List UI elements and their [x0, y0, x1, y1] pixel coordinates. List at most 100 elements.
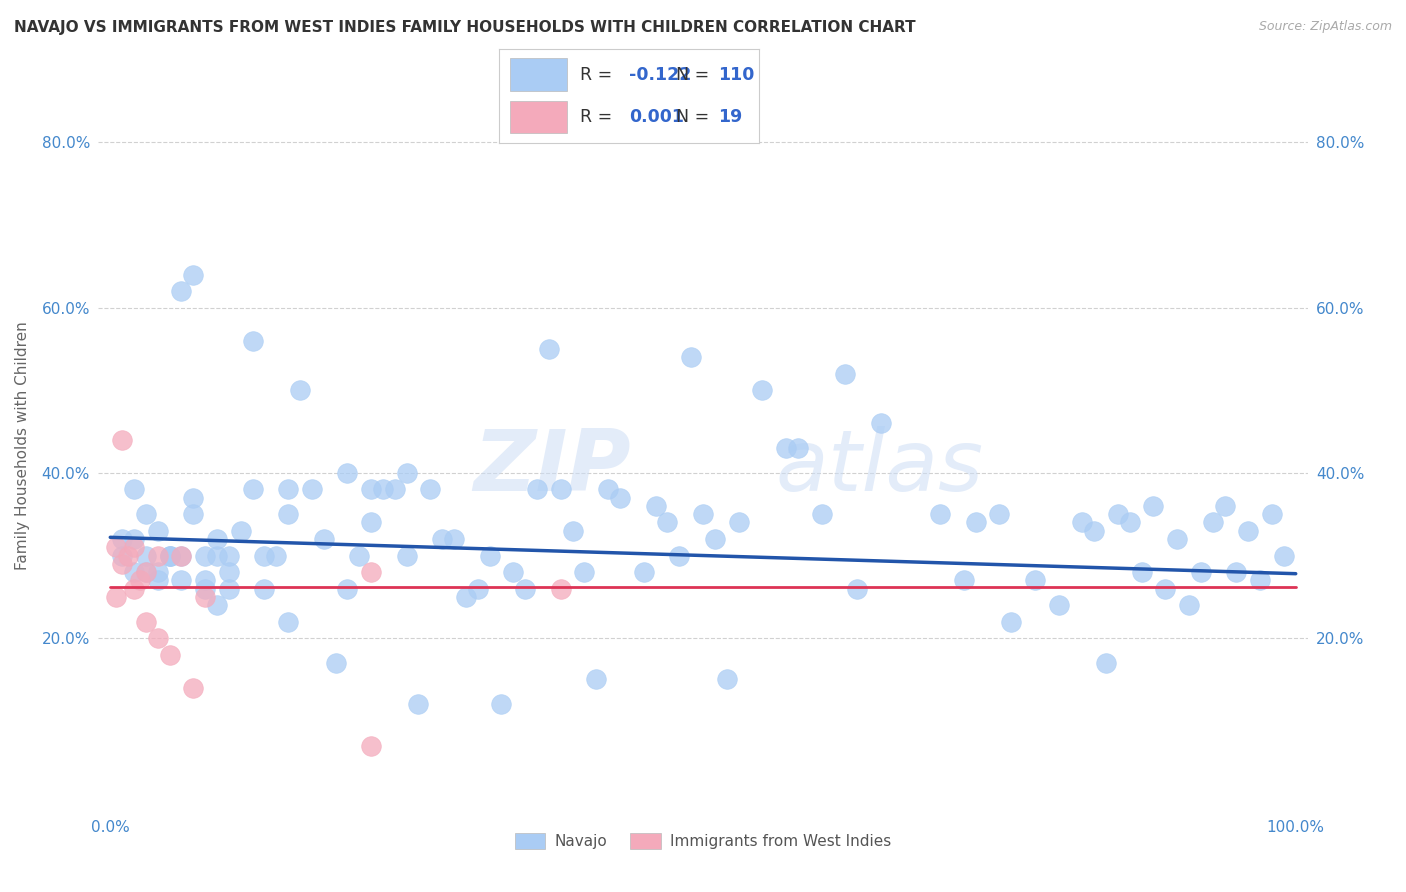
Point [668, 549, 690, 563]
Point [360, 483, 382, 497]
Point [181, 507, 204, 521]
Point [205, 598, 228, 612]
Point [170, 549, 193, 563]
Point [159, 648, 181, 662]
Point [727, 516, 749, 530]
Point [135, 565, 157, 579]
Point [205, 532, 228, 546]
Point [301, 483, 323, 497]
Point [1178, 598, 1201, 612]
Point [869, 417, 891, 431]
Text: 110: 110 [717, 66, 754, 84]
Point [467, 582, 489, 596]
Point [159, 549, 181, 563]
Point [692, 507, 714, 521]
Point [1142, 499, 1164, 513]
Point [775, 441, 797, 455]
Point [681, 350, 703, 364]
Text: R =: R = [579, 66, 612, 84]
Point [111, 433, 134, 447]
Point [1095, 656, 1118, 670]
Point [277, 615, 299, 629]
Point [644, 499, 666, 513]
Point [146, 565, 169, 579]
Point [502, 565, 524, 579]
Point [277, 483, 299, 497]
Point [288, 383, 311, 397]
Bar [509, 101, 567, 134]
Point [1000, 615, 1022, 629]
Point [1237, 524, 1260, 538]
Point [395, 466, 418, 480]
Point [253, 582, 276, 596]
Text: atlas: atlas [776, 426, 984, 509]
Point [277, 507, 299, 521]
Point [242, 334, 264, 348]
Point [491, 698, 513, 712]
Bar [509, 59, 567, 91]
Point [846, 582, 869, 596]
Point [1071, 516, 1094, 530]
Point [550, 483, 572, 497]
Legend: Navajo, Immigrants from West Indies: Navajo, Immigrants from West Indies [509, 827, 897, 855]
Point [347, 549, 370, 563]
Point [360, 565, 382, 579]
Point [146, 524, 169, 538]
Point [111, 549, 134, 563]
Point [360, 739, 382, 753]
Point [965, 516, 987, 530]
Point [1107, 507, 1129, 521]
Point [786, 441, 808, 455]
Text: NAVAJO VS IMMIGRANTS FROM WEST INDIES FAMILY HOUSEHOLDS WITH CHILDREN CORRELATIO: NAVAJO VS IMMIGRANTS FROM WEST INDIES FA… [14, 20, 915, 35]
Point [395, 549, 418, 563]
Point [1272, 549, 1295, 563]
Text: -0.122: -0.122 [630, 66, 692, 84]
Point [146, 631, 169, 645]
Point [122, 582, 145, 596]
Point [1130, 565, 1153, 579]
Point [1261, 507, 1284, 521]
Text: ZIP: ZIP [472, 426, 630, 509]
Point [312, 532, 335, 546]
Point [264, 549, 287, 563]
Point [751, 383, 773, 397]
Point [194, 549, 217, 563]
Point [360, 516, 382, 530]
Point [135, 615, 157, 629]
Point [1249, 574, 1271, 588]
Point [633, 565, 655, 579]
Point [159, 549, 181, 563]
Point [105, 590, 128, 604]
Point [478, 549, 501, 563]
Point [454, 590, 477, 604]
Point [1202, 516, 1225, 530]
Point [1189, 565, 1212, 579]
Point [598, 483, 620, 497]
Point [408, 698, 430, 712]
Point [181, 681, 204, 695]
Point [135, 507, 157, 521]
Point [1213, 499, 1236, 513]
Point [419, 483, 441, 497]
Point [574, 565, 596, 579]
Point [325, 656, 347, 670]
Point [952, 574, 974, 588]
Point [1083, 524, 1105, 538]
Point [117, 549, 139, 563]
Point [218, 549, 240, 563]
Point [253, 549, 276, 563]
Point [194, 582, 217, 596]
Point [716, 673, 738, 687]
Point [988, 507, 1011, 521]
Point [1024, 574, 1046, 588]
Point [146, 574, 169, 588]
Point [1166, 532, 1188, 546]
Point [443, 532, 465, 546]
Point [122, 541, 145, 555]
Point [585, 673, 607, 687]
Point [810, 507, 832, 521]
Point [146, 549, 169, 563]
Point [929, 507, 952, 521]
Text: R =: R = [579, 108, 612, 126]
Point [371, 483, 394, 497]
